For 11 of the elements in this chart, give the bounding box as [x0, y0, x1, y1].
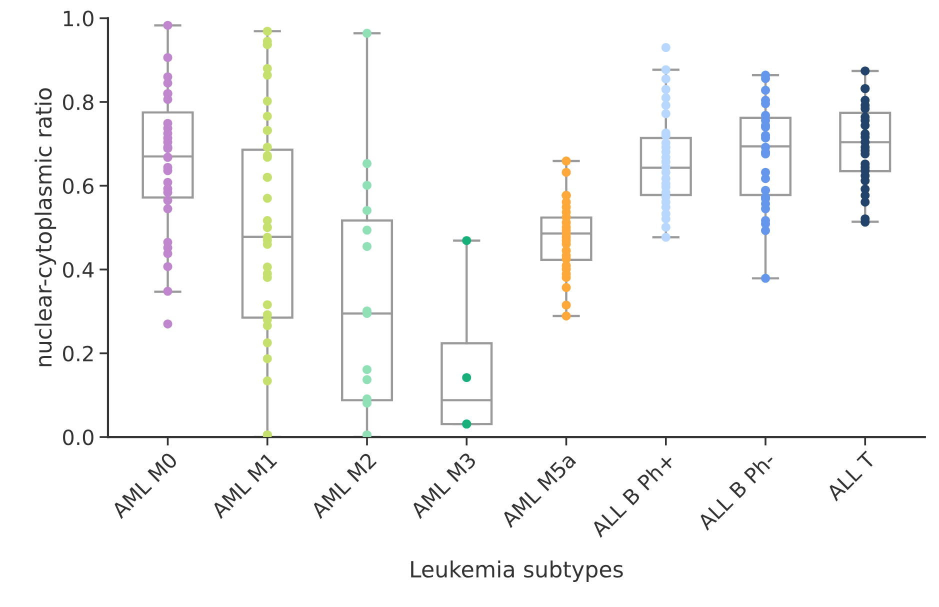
y-axis-title: nuclear-cytoplasmic ratio	[34, 88, 56, 366]
x-tick-label: ALL T	[826, 450, 876, 502]
x-tick-label: ALL B Ph+	[589, 452, 676, 538]
x-tick-label: ALL B Ph-	[696, 450, 776, 531]
y-tick-label: 0.8	[63, 94, 94, 110]
y-tick-label: 0.0	[63, 429, 94, 446]
y-tick-label: 0.2	[63, 346, 93, 362]
y-tick-label: 1.0	[64, 10, 94, 26]
x-axis-title: Leukemia subtypes	[411, 560, 623, 582]
y-tick-label: 0.4	[63, 262, 94, 278]
y-tick-label: 0.6	[63, 178, 94, 194]
